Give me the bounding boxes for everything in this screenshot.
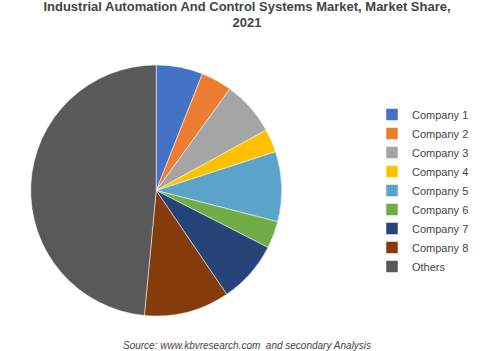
- svg-text:Company 6: Company 6: [412, 204, 468, 216]
- svg-text:Company 3: Company 3: [412, 147, 468, 159]
- svg-text:Others: Others: [412, 261, 446, 273]
- svg-text:Company 2: Company 2: [412, 128, 468, 140]
- svg-text:Company 7: Company 7: [412, 223, 468, 235]
- svg-text:Industrial Automation And Cont: Industrial Automation And Control System…: [43, 0, 450, 30]
- svg-text:Company 8: Company 8: [412, 242, 468, 254]
- svg-text:Company 5: Company 5: [412, 185, 468, 197]
- svg-text:Company 1: Company 1: [412, 109, 468, 121]
- svg-text:Source: www.kbvresearch.com a: Source: www.kbvresearch.com and secondar…: [123, 340, 371, 351]
- svg-text:Company 4: Company 4: [412, 166, 468, 178]
